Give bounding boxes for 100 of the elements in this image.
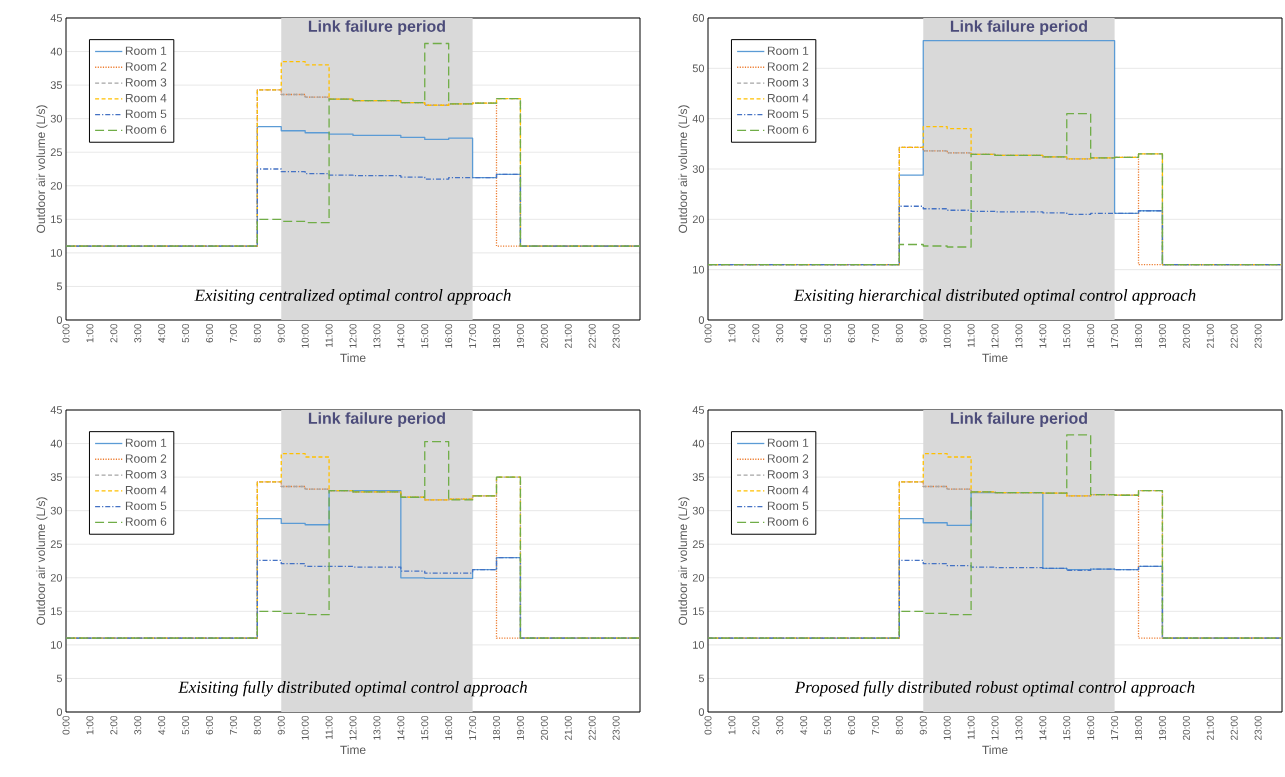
x-tick-label: 23:00 — [1254, 715, 1262, 740]
y-axis-title: Outdoor air volume (L/s) — [678, 497, 690, 625]
x-tick-label: 19:00 — [516, 715, 524, 740]
y-tick-label: 10 — [693, 641, 705, 649]
y-tick-label: 10 — [51, 641, 63, 649]
x-tick-label: 17:00 — [469, 715, 477, 740]
x-tick-label: 2:00 — [110, 323, 118, 343]
x-tick-label: 23:00 — [1254, 323, 1262, 348]
x-tick-label: 7:00 — [229, 323, 237, 343]
x-tick-label: 4:00 — [800, 715, 808, 735]
x-tick-label: 12:00 — [349, 715, 357, 740]
x-tick-label: 11:00 — [967, 323, 975, 347]
legend-label: Room 3 — [125, 78, 167, 87]
x-tick-label: 9:00 — [919, 323, 927, 343]
y-tick-label: 10 — [51, 249, 63, 257]
x-tick-label: 17:00 — [1111, 715, 1119, 740]
x-tick-label: 15:00 — [1063, 715, 1071, 740]
band-label: Link failure period — [308, 412, 445, 428]
x-tick-label: 21:00 — [564, 323, 572, 348]
y-tick-label: 35 — [50, 473, 63, 481]
x-tick-label: 12:00 — [991, 323, 999, 348]
x-tick-label: 16:00 — [1087, 715, 1095, 740]
x-tick-label: 6:00 — [205, 323, 214, 343]
x-tick-label: 22:00 — [1230, 323, 1238, 348]
legend-label: Room 6 — [767, 125, 809, 134]
x-tick-label: 14:00 — [397, 323, 405, 348]
y-tick-label: 45 — [50, 14, 63, 22]
x-tick-label: 16:00 — [1087, 323, 1095, 348]
x-axis-title: Time — [340, 745, 366, 755]
x-tick-label: 3:00 — [134, 323, 142, 343]
y-tick-label: 45 — [692, 406, 705, 414]
x-tick-label: 14:00 — [1039, 715, 1047, 740]
x-tick-label: 17:00 — [1111, 323, 1119, 348]
x-tick-label: 8:00 — [253, 715, 261, 735]
x-tick-label: 3:00 — [134, 715, 142, 735]
x-tick-label: 1:00 — [728, 323, 736, 343]
x-tick-label: 8:00 — [895, 323, 903, 343]
x-tick-label: 6:00 — [205, 715, 214, 735]
x-tick-label: 18:00 — [492, 323, 501, 348]
x-tick-label: 13:00 — [373, 323, 381, 348]
y-axis-title: Outdoor air volume (L/s) — [36, 105, 48, 233]
y-tick-label: 30 — [50, 506, 63, 515]
y-tick-label: 5 — [56, 674, 63, 683]
y-tick-label: 35 — [50, 81, 63, 89]
x-tick-label: 11:00 — [967, 715, 975, 739]
legend-label: Room 2 — [767, 62, 809, 71]
legend-label: Room 6 — [125, 125, 167, 134]
y-axis-title: Outdoor air volume (L/s) — [678, 105, 690, 233]
y-tick-label: 15 — [51, 607, 63, 616]
x-tick-label: 22:00 — [1230, 715, 1238, 740]
x-tick-label: 22:00 — [588, 715, 596, 740]
x-tick-label: 10:00 — [301, 323, 309, 348]
x-tick-label: 11:00 — [325, 715, 333, 739]
y-tick-label: 30 — [50, 114, 63, 123]
x-tick-label: 3:00 — [776, 323, 784, 343]
x-tick-label: 4:00 — [158, 323, 166, 343]
x-tick-label: 2:00 — [752, 323, 760, 343]
x-tick-label: 11:00 — [325, 323, 333, 347]
x-tick-label: 1:00 — [86, 323, 94, 343]
legend-label: Room 3 — [767, 78, 809, 87]
x-tick-label: 4:00 — [158, 715, 166, 735]
y-tick-label: 10 — [693, 265, 705, 274]
legend-label: Room 4 — [125, 94, 167, 103]
legend-label: Room 5 — [767, 109, 809, 119]
x-tick-label: 9:00 — [919, 715, 927, 735]
x-axis-title: Time — [982, 745, 1008, 755]
x-tick-label: 0:00 — [704, 323, 712, 343]
y-tick-label: 25 — [50, 540, 63, 549]
legend-label: Room 2 — [767, 454, 809, 463]
annotation: Exisiting fully distributed optimal control approach — [178, 680, 527, 697]
x-tick-label: 18:00 — [1134, 715, 1143, 740]
y-axis-title: Outdoor air volume (L/s) — [36, 497, 48, 625]
x-tick-label: 21:00 — [1206, 715, 1214, 740]
y-tick-label: 15 — [693, 607, 705, 616]
x-tick-label: 7:00 — [871, 323, 879, 343]
x-tick-label: 18:00 — [1134, 323, 1143, 348]
x-tick-label: 10:00 — [301, 715, 309, 740]
x-tick-label: 13:00 — [1015, 323, 1023, 348]
y-tick-label: 5 — [56, 282, 63, 291]
legend-label: Room 2 — [125, 62, 167, 71]
x-tick-label: 20:00 — [1182, 715, 1190, 740]
x-tick-label: 14:00 — [397, 715, 405, 740]
x-tick-label: 10:00 — [943, 323, 951, 348]
y-tick-label: 5 — [698, 674, 705, 683]
y-tick-label: 60 — [692, 14, 705, 22]
legend-label: Room 1 — [125, 46, 167, 55]
y-tick-label: 40 — [50, 439, 63, 448]
x-tick-label: 0:00 — [62, 715, 70, 735]
y-tick-label: 20 — [50, 573, 63, 582]
x-tick-label: 20:00 — [1182, 323, 1190, 348]
legend-label: Room 4 — [125, 486, 167, 495]
x-tick-label: 15:00 — [421, 715, 429, 740]
legend-label: Room 2 — [125, 454, 167, 463]
legend-label: Room 1 — [767, 46, 809, 55]
annotation: Exisiting centralized optimal control approach — [194, 289, 511, 305]
y-tick-label: 25 — [50, 148, 63, 157]
legend-label: Room 4 — [767, 486, 809, 495]
y-tick-label: 40 — [692, 439, 705, 448]
annotation: Proposed fully distributed robust optimal control approach — [794, 680, 1195, 697]
x-tick-label: 15:00 — [421, 323, 429, 348]
